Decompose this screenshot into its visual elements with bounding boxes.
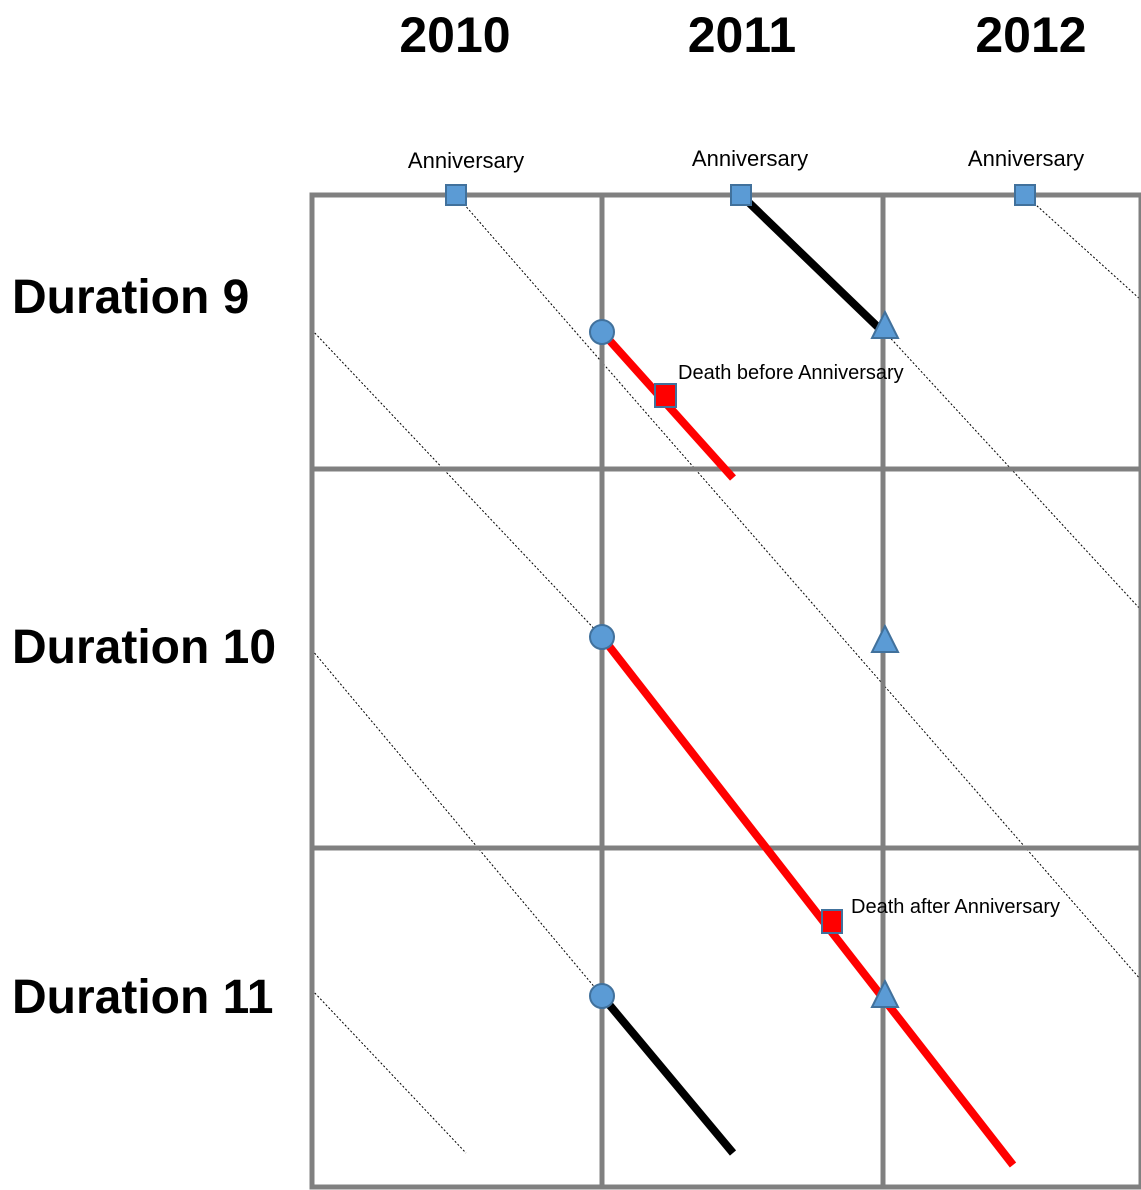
anniversary-markers [445, 184, 1036, 206]
anniversary-square-icon [445, 184, 467, 206]
grid-border [309, 192, 1141, 1190]
year-start-circle-icon [589, 319, 615, 345]
grid [309, 192, 1141, 1190]
year-end-markers [870, 309, 900, 1008]
life-line [882, 329, 1141, 611]
duration-label-10: Duration 10 [12, 621, 276, 674]
duration-label-9: Duration 9 [12, 271, 249, 324]
exposure-segments [598, 192, 1017, 1168]
anniversary-label-2011: Anniversary [692, 146, 808, 171]
anniversary-label-2012: Anniversary [968, 146, 1084, 171]
year-start-circle-icon [589, 624, 615, 650]
year-end-triangle-icon [870, 309, 900, 339]
year-end-triangle-icon [870, 978, 900, 1008]
life-line [311, 329, 603, 638]
death-before-square-icon [654, 383, 677, 408]
year-start-markers [589, 319, 615, 1009]
anniversary-square-icon [730, 184, 752, 206]
anniversary-label-2010: Anniversary [408, 148, 524, 173]
year-label-2012: 2012 [975, 7, 1086, 63]
year-start-circle-icon [589, 983, 615, 1009]
year-label-2011: 2011 [688, 7, 796, 63]
life-line [311, 989, 467, 1154]
anniversary-square-icon [1014, 184, 1036, 206]
death-before-label: Death before Anniversary [678, 362, 904, 384]
death-after-square-icon [821, 909, 843, 934]
exposure-black-segment [598, 993, 737, 1156]
life-line [455, 194, 1141, 981]
year-end-triangle-icon [870, 623, 900, 653]
death-markers [654, 383, 843, 934]
duration-label-11: Duration 11 [12, 971, 273, 1024]
death-after-label: Death after Anniversary [851, 896, 1060, 918]
life-line [311, 649, 603, 997]
exposure-black-segment [738, 192, 886, 335]
life-line [1024, 194, 1141, 301]
dotted-life-lines [311, 194, 1141, 1154]
exposure-red-segment [598, 634, 1017, 1168]
year-label-2010: 2010 [399, 7, 510, 63]
